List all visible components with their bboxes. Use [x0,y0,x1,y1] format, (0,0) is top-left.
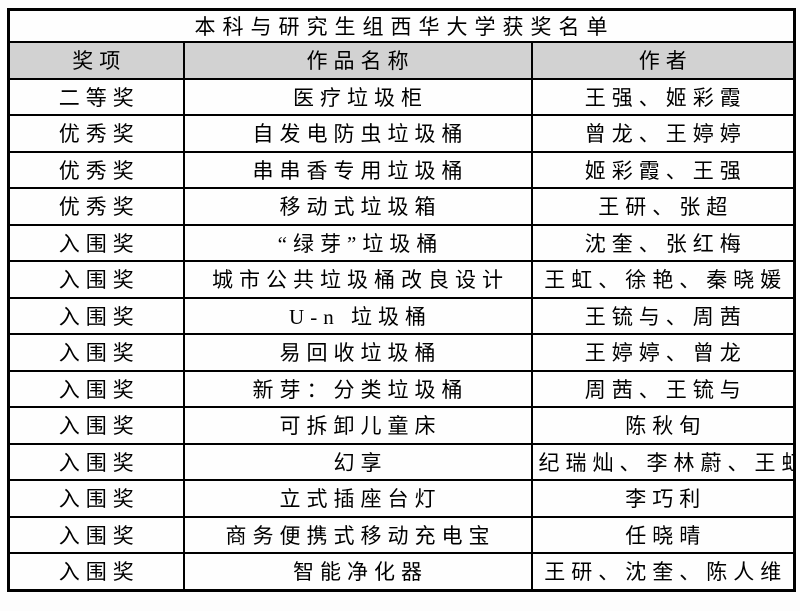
award-cell: 入围奖 [7,552,185,591]
authors-cell: 李巧利 [530,479,796,518]
work-cell: 易回收垃圾桶 [182,333,533,372]
work-cell: U-n 垃圾桶 [182,296,533,335]
table-row: 入围奖 商务便携式移动充电宝 任晓晴 [7,515,796,554]
table-title-row: 本科与研究生组西华大学获奖名单 [7,8,796,43]
authors-cell: 姬彩霞、王强 [530,150,796,189]
table-row: 优秀奖 串串香专用垃圾桶 姬彩霞、王强 [7,150,796,189]
authors-cell: 沈奎、张红梅 [530,223,796,262]
table-header-row: 奖项 作品名称 作者 [7,41,796,80]
work-cell: 智能净化器 [182,552,533,591]
award-cell: 入围奖 [7,515,185,554]
work-cell: 串串香专用垃圾桶 [182,150,533,189]
authors-cell: 王锍与、周茜 [530,296,796,335]
award-cell: 入围奖 [7,333,185,372]
work-cell: 立式插座台灯 [182,479,533,518]
award-cell: 入围奖 [7,406,185,445]
table-row: 入围奖 U-n 垃圾桶 王锍与、周茜 [7,296,796,335]
authors-cell: 王虹、徐艳、秦晓媛 [530,260,796,299]
authors-cell: 王婷婷、曾龙 [530,333,796,372]
work-cell: 自发电防虫垃圾桶 [182,114,533,153]
award-cell: 入围奖 [7,260,185,299]
award-cell: 入围奖 [7,369,185,408]
table-row: 入围奖 智能净化器 王研、沈奎、陈人维 [7,552,796,591]
table-row: 入围奖 “绿芽”垃圾桶 沈奎、张红梅 [7,223,796,262]
table-title: 本科与研究生组西华大学获奖名单 [7,8,796,43]
authors-cell: 周茜、王锍与 [530,369,796,408]
authors-cell: 陈秋旬 [530,406,796,445]
table-row: 入围奖 新芽：分类垃圾桶 周茜、王锍与 [7,369,796,408]
authors-cell: 曾龙、王婷婷 [530,114,796,153]
table-body: 二等奖 医疗垃圾柜 王强、姬彩霞 优秀奖 自发电防虫垃圾桶 曾龙、王婷婷 优秀奖… [7,77,796,591]
work-cell: 移动式垃圾箱 [182,187,533,226]
column-header-authors: 作者 [530,41,796,80]
column-header-award: 奖项 [7,41,185,80]
authors-cell: 王研、张超 [530,187,796,226]
table-row: 优秀奖 移动式垃圾箱 王研、张超 [7,187,796,226]
work-cell: 城市公共垃圾桶改良设计 [182,260,533,299]
award-cell: 优秀奖 [7,187,185,226]
award-cell: 入围奖 [7,442,185,481]
work-cell: 医疗垃圾柜 [182,77,533,116]
work-cell: 幻享 [182,442,533,481]
authors-cell: 王研、沈奎、陈人维 [530,552,796,591]
award-cell: 入围奖 [7,479,185,518]
award-cell: 二等奖 [7,77,185,116]
table-row: 优秀奖 自发电防虫垃圾桶 曾龙、王婷婷 [7,114,796,153]
work-cell: 可拆卸儿童床 [182,406,533,445]
award-cell: 入围奖 [7,296,185,335]
awards-table: 本科与研究生组西华大学获奖名单 奖项 作品名称 作者 二等奖 医疗垃圾柜 王强、… [7,8,796,592]
award-cell: 优秀奖 [7,150,185,189]
work-cell: 新芽：分类垃圾桶 [182,369,533,408]
authors-cell: 王强、姬彩霞 [530,77,796,116]
work-cell: 商务便携式移动充电宝 [182,515,533,554]
award-cell: 入围奖 [7,223,185,262]
table-row: 二等奖 医疗垃圾柜 王强、姬彩霞 [7,77,796,116]
table-row: 入围奖 幻享 纪瑞灿、李林蔚、王虹 [7,442,796,481]
table-row: 入围奖 可拆卸儿童床 陈秋旬 [7,406,796,445]
column-header-work: 作品名称 [182,41,533,80]
authors-cell: 任晓晴 [530,515,796,554]
table-row: 入围奖 立式插座台灯 李巧利 [7,479,796,518]
award-cell: 优秀奖 [7,114,185,153]
work-cell: “绿芽”垃圾桶 [182,223,533,262]
table-row: 入围奖 易回收垃圾桶 王婷婷、曾龙 [7,333,796,372]
authors-cell: 纪瑞灿、李林蔚、王虹 [530,442,796,481]
table-row: 入围奖 城市公共垃圾桶改良设计 王虹、徐艳、秦晓媛 [7,260,796,299]
